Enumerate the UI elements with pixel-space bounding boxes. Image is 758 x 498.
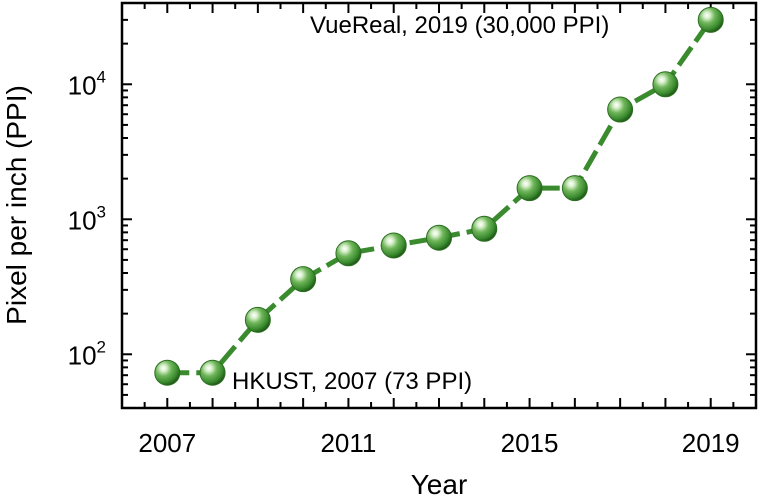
data-point (516, 175, 543, 202)
x-tick-label: 2007 (138, 428, 196, 458)
y-axis-ticks (122, 2, 756, 409)
plot-frame (120, 1, 758, 410)
series-ppi (154, 6, 724, 386)
data-point (380, 232, 407, 259)
y-tick-label: 104 (68, 67, 106, 100)
data-point (290, 266, 317, 293)
x-tick-label: 2011 (320, 428, 376, 458)
data-point (335, 240, 362, 267)
y-axis-tick-labels: 102 103 104 (68, 67, 106, 370)
data-point (471, 215, 498, 242)
x-tick-label: 2019 (682, 428, 740, 458)
data-point (652, 71, 679, 98)
data-point (426, 224, 452, 251)
x-axis-ticks (121, 3, 757, 408)
data-point (244, 306, 271, 333)
x-axis-title: Year (411, 469, 468, 498)
data-point (561, 175, 588, 202)
annotation-vuereal: VueReal, 2019 (30,000 PPI) (310, 12, 609, 39)
data-point (607, 96, 634, 123)
data-point (697, 6, 724, 33)
x-axis-tick-labels: 2007 2011 2015 2019 (138, 428, 739, 458)
data-point (199, 359, 226, 386)
annotation-hkust: HKUST, 2007 (73 PPI) (232, 368, 472, 395)
y-axis-title: Pixel per inch (PPI) (1, 85, 32, 325)
x-tick-label: 2015 (501, 428, 559, 458)
y-tick-label: 103 (68, 202, 106, 235)
data-point (154, 359, 181, 386)
y-tick-label: 102 (68, 337, 106, 370)
